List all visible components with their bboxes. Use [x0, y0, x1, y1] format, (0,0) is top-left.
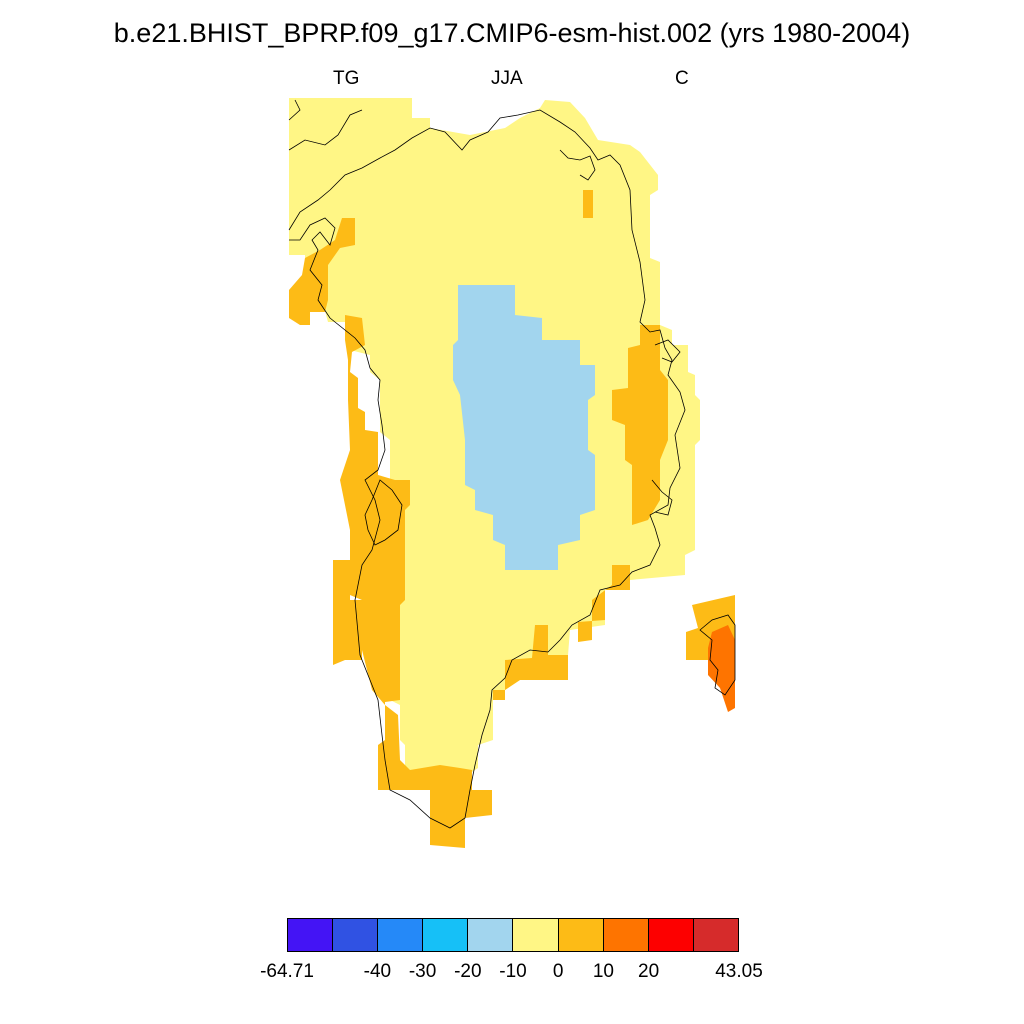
- field-warm-south: [493, 625, 568, 700]
- colorbar-swatch: [648, 919, 694, 951]
- colorbar-tick-label: 43.05: [715, 961, 763, 982]
- colorbar-swatch: [423, 919, 469, 951]
- field-warm-southwest: [333, 560, 362, 665]
- field-warm-east: [612, 325, 668, 525]
- colorbar-swatch: [288, 919, 334, 951]
- plot-title: b.e21.BHIST_BPRP.f09_g17.CMIP6-esm-hist.…: [113, 18, 911, 48]
- variable-label: TG: [333, 68, 360, 89]
- colorbar-swatch: [333, 919, 379, 951]
- colorbar-tick-label: -10: [499, 961, 527, 982]
- colorbar-swatch: [693, 919, 738, 951]
- colorbar-swatch: [603, 919, 649, 951]
- field-warm-west-north: [289, 218, 355, 325]
- colorbar-swatch: [468, 919, 514, 951]
- colorbar-swatch: [558, 919, 604, 951]
- colorbar-tick-label: -64.71: [260, 961, 314, 982]
- coastline: [288, 99, 736, 829]
- field-hot-iceland: [708, 625, 735, 712]
- field-cold-region: [453, 285, 595, 570]
- colorbar-tick-label: 20: [638, 961, 660, 982]
- colorbar-swatch: [378, 919, 424, 951]
- colorbar-tick-label: -40: [363, 961, 392, 982]
- season-label: JJA: [491, 68, 523, 89]
- field-warm-west-mid: [340, 315, 492, 848]
- colorbar-tick-label: -20: [454, 961, 482, 982]
- units-label: C: [675, 68, 689, 89]
- colorbar-tick-label: 0: [552, 961, 564, 982]
- colorbar-tick-label: 10: [592, 961, 614, 982]
- colorbar-tick-label: -30: [408, 961, 437, 982]
- field-warm-southeast: [578, 565, 630, 642]
- colorbar: [287, 918, 739, 952]
- colorbar-swatch: [513, 919, 559, 951]
